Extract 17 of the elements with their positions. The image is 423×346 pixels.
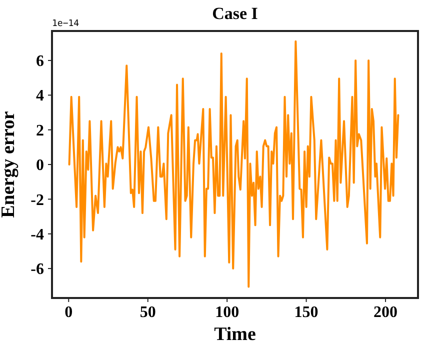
text: 1e−14	[52, 19, 80, 29]
y-tick-label: 4	[36, 88, 44, 105]
x-tick-label: 0	[64, 304, 73, 321]
x-tick-label: 150	[294, 304, 318, 321]
y-axis-title: Energy error	[0, 110, 19, 218]
x-axis-title: Time	[214, 324, 256, 345]
y-tick-label: 2	[36, 122, 44, 140]
y-tick-label: -4	[30, 226, 44, 244]
chart-title: Case I	[212, 4, 258, 23]
y-tick-label: -2	[30, 192, 44, 209]
y-tick-label: -6	[30, 261, 44, 278]
line-series	[68, 40, 400, 288]
x-tick-label: 50	[140, 304, 156, 321]
y-tick-label: 6	[36, 53, 44, 70]
y-tick-label: 0	[36, 157, 44, 174]
x-tick-label: 100	[215, 304, 240, 321]
x-tick-label: 200	[374, 304, 398, 321]
